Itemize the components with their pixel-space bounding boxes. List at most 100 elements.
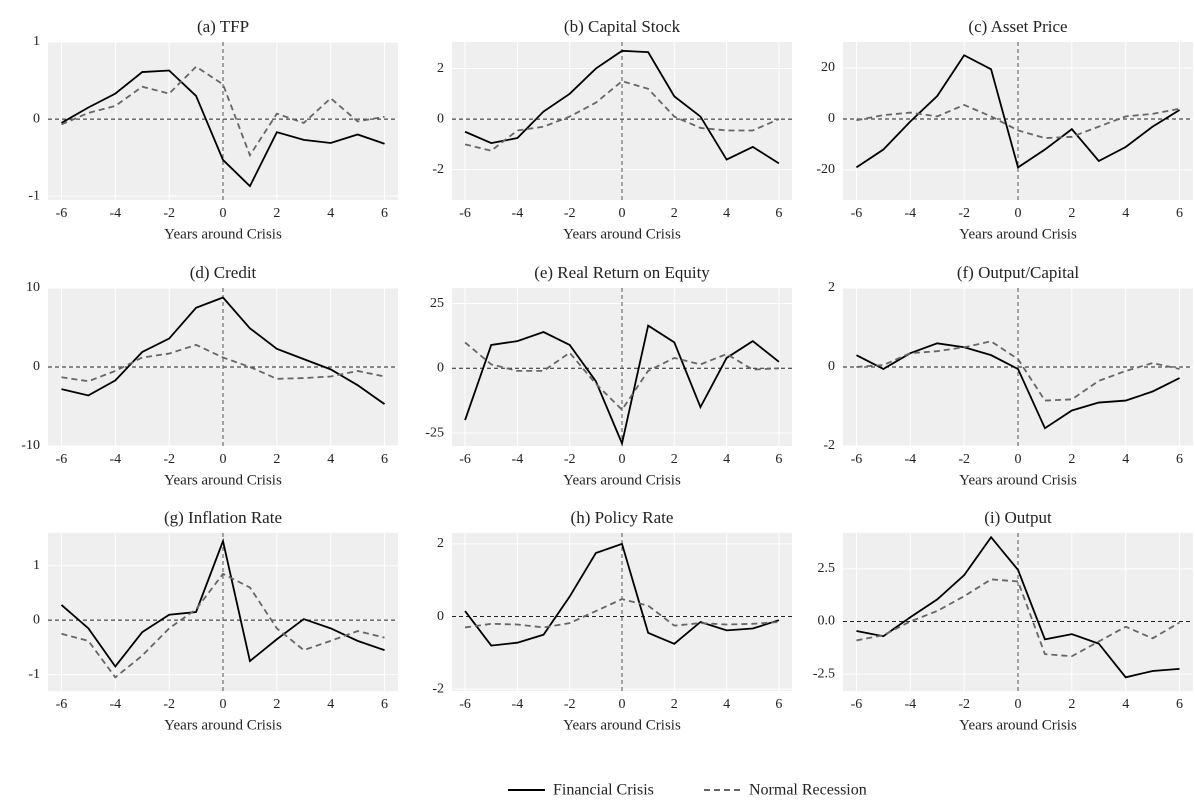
x-tick-label: -4	[109, 697, 121, 712]
x-tick-label: -6	[56, 452, 68, 467]
y-tick-label: 10	[26, 280, 40, 295]
x-tick-label: -4	[512, 206, 524, 221]
x-tick-label: -2	[564, 697, 576, 712]
x-tick-label: 6	[381, 452, 388, 467]
x-tick-label: -4	[109, 206, 121, 221]
x-tick-label: 0	[619, 452, 626, 467]
y-tick-label: -1	[28, 188, 40, 203]
x-tick-label: -6	[851, 697, 863, 712]
x-tick-label: 2	[671, 697, 678, 712]
series-line	[856, 340, 1180, 402]
y-tick-label: 0	[437, 361, 444, 376]
x-tick-label: 6	[775, 206, 782, 221]
series-line	[464, 341, 779, 412]
y-tick-label: 0	[33, 612, 40, 627]
series-line	[464, 598, 779, 629]
x-tick-label: -4	[904, 452, 916, 467]
x-tick-label: 6	[775, 697, 782, 712]
panel-title: (f) Output/Capital	[957, 263, 1080, 282]
y-tick-label: 0	[828, 359, 835, 374]
y-tick-label: 0	[828, 111, 835, 126]
series-line	[464, 49, 780, 165]
x-tick-label: 0	[619, 206, 626, 221]
panel-title: (g) Inflation Rate	[164, 508, 282, 527]
x-tick-label: -2	[163, 206, 175, 221]
x-tick-label: -2	[564, 206, 576, 221]
x-tick-label: 6	[1176, 206, 1183, 221]
y-tick-label: 0.0	[818, 614, 836, 629]
x-tick-label: 0	[1015, 697, 1022, 712]
x-tick-label: 2	[273, 697, 280, 712]
y-tick-label: 0	[33, 359, 40, 374]
panel-title: (h) Policy Rate	[571, 508, 674, 527]
y-tick-label: 1	[33, 34, 40, 49]
x-tick-label: 4	[327, 206, 334, 221]
x-tick-label: 2	[273, 452, 280, 467]
y-tick-label: -2	[432, 162, 444, 177]
y-tick-label: 0	[33, 111, 40, 126]
x-tick-label: -6	[459, 697, 471, 712]
x-tick-label: 4	[723, 697, 730, 712]
y-tick-label: -2	[823, 438, 835, 453]
x-tick-label: 2	[273, 206, 280, 221]
x-tick-label: 0	[619, 697, 626, 712]
series-line	[856, 578, 1180, 658]
series-line	[856, 103, 1180, 139]
series-line	[464, 542, 780, 647]
y-tick-label: 2	[437, 61, 444, 76]
y-tick-label: 25	[430, 296, 444, 311]
y-tick-label: -25	[425, 425, 444, 440]
y-tick-label: 2	[828, 280, 835, 295]
x-tick-label: 6	[1176, 452, 1183, 467]
x-tick-label: -6	[56, 697, 68, 712]
x-tick-label: -4	[904, 206, 916, 221]
y-tick-label: 2	[437, 536, 444, 551]
x-tick-label: -4	[512, 452, 524, 467]
series-line	[856, 535, 1180, 679]
x-tick-label: -2	[958, 697, 970, 712]
x-axis-label: Years around Crisis	[164, 226, 282, 242]
y-tick-label: -2	[432, 681, 444, 696]
x-axis-label: Years around Crisis	[563, 472, 681, 488]
x-axis-label: Years around Crisis	[164, 717, 282, 733]
series-line	[61, 69, 385, 188]
x-tick-label: -4	[512, 697, 524, 712]
x-axis-label: Years around Crisis	[959, 717, 1077, 733]
series-line	[61, 572, 385, 679]
y-tick-label: 2.5	[818, 561, 836, 576]
x-tick-label: 2	[1068, 697, 1075, 712]
y-tick-label: -10	[21, 438, 40, 453]
legend-label: Financial Crisis	[553, 782, 654, 799]
x-tick-label: -2	[163, 452, 175, 467]
x-tick-label: 4	[327, 697, 334, 712]
y-tick-label: 0	[437, 111, 444, 126]
x-tick-label: 4	[1122, 206, 1129, 221]
y-tick-label: 20	[821, 60, 835, 75]
x-tick-label: 0	[220, 452, 227, 467]
y-tick-label: 1	[33, 558, 40, 573]
x-tick-label: -6	[459, 452, 471, 467]
x-axis-label: Years around Crisis	[164, 472, 282, 488]
x-axis-label: Years around Crisis	[959, 226, 1077, 242]
x-tick-label: 4	[723, 452, 730, 467]
y-tick-label: -2.5	[813, 666, 835, 681]
x-tick-label: 2	[671, 206, 678, 221]
panel-title: (c) Asset Price	[968, 17, 1067, 36]
panel-title: (e) Real Return on Equity	[534, 263, 710, 282]
x-tick-label: 2	[1068, 206, 1075, 221]
series-line	[61, 343, 385, 383]
x-tick-label: 0	[220, 206, 227, 221]
x-tick-label: 6	[381, 206, 388, 221]
x-tick-label: -6	[851, 452, 863, 467]
series-line	[855, 54, 1181, 169]
y-tick-label: -1	[28, 667, 40, 682]
x-tick-label: -2	[163, 697, 175, 712]
x-tick-label: 6	[1176, 697, 1183, 712]
x-tick-label: -6	[851, 206, 863, 221]
x-tick-label: 0	[1015, 452, 1022, 467]
x-tick-label: 2	[671, 452, 678, 467]
legend-label: Normal Recession	[749, 782, 867, 799]
x-tick-label: -2	[564, 452, 576, 467]
series-line	[60, 538, 385, 668]
